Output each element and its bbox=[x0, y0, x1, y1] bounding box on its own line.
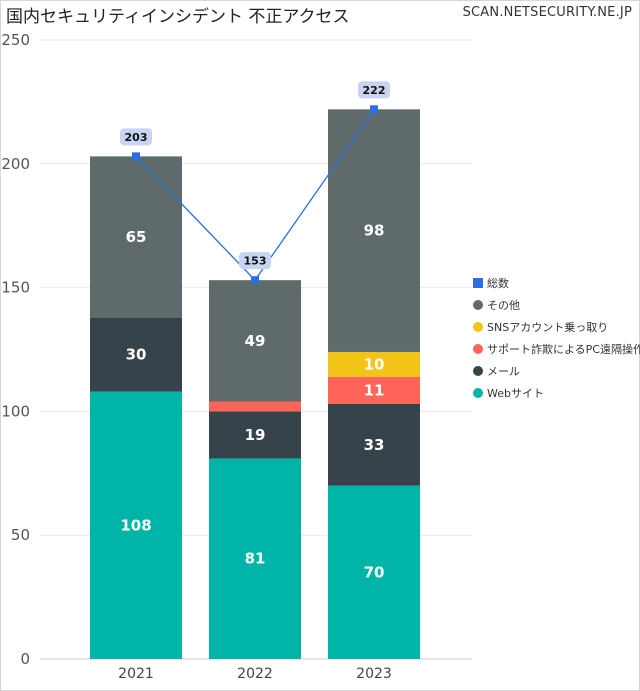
legend-item: Webサイト bbox=[487, 387, 544, 400]
total-label: 203 bbox=[125, 131, 148, 144]
legend-item: SNSアカウント乗っ取り bbox=[487, 321, 608, 334]
bar-segment bbox=[328, 109, 420, 352]
legend-marker bbox=[473, 344, 483, 354]
bar-segment bbox=[209, 401, 301, 412]
y-tick-label: 150 bbox=[1, 279, 30, 297]
data-label: 98 bbox=[364, 222, 385, 240]
bar-segment bbox=[328, 376, 420, 404]
legend-item: その他 bbox=[487, 299, 520, 312]
data-label: 33 bbox=[364, 436, 385, 454]
bar-segment bbox=[209, 280, 301, 402]
data-label: 19 bbox=[245, 426, 266, 444]
x-tick-label: 2023 bbox=[356, 666, 392, 682]
data-label: 49 bbox=[245, 332, 266, 350]
y-tick-label: 250 bbox=[1, 31, 30, 49]
bar-segment bbox=[209, 458, 301, 659]
bar-segment bbox=[90, 317, 182, 392]
legend-marker bbox=[473, 388, 483, 398]
data-label: 10 bbox=[364, 355, 385, 373]
data-label: 108 bbox=[120, 516, 151, 534]
legend-marker bbox=[473, 300, 483, 310]
legend-marker bbox=[473, 278, 483, 288]
bar-segment bbox=[209, 411, 301, 459]
legend-item: 総数 bbox=[487, 276, 509, 290]
data-label: 11 bbox=[364, 381, 385, 399]
y-tick-label: 200 bbox=[1, 155, 30, 173]
total-label: 153 bbox=[244, 255, 267, 268]
legend-item: メール bbox=[487, 365, 520, 378]
y-tick-label: 0 bbox=[20, 650, 30, 668]
x-tick-label: 2021 bbox=[118, 666, 154, 682]
y-tick-label: 50 bbox=[11, 526, 30, 544]
data-label: 65 bbox=[126, 228, 147, 246]
total-label-bg bbox=[120, 128, 152, 146]
bar-segment bbox=[90, 156, 182, 318]
total-label: 222 bbox=[363, 84, 386, 97]
data-label: 30 bbox=[126, 345, 147, 363]
total-point bbox=[370, 105, 378, 114]
legend-marker bbox=[473, 366, 483, 376]
bar-segment bbox=[328, 485, 420, 659]
y-tick-label: 100 bbox=[1, 402, 30, 420]
bar-segment bbox=[328, 403, 420, 486]
source-label: SCAN.NETSECURITY.NE.JP bbox=[462, 5, 632, 20]
total-label-bg bbox=[239, 252, 271, 270]
data-label: 81 bbox=[245, 550, 266, 568]
legend-item: サポート詐欺によるPC遠隔操作 bbox=[487, 342, 640, 356]
total-point bbox=[132, 152, 140, 161]
x-tick-label: 2022 bbox=[237, 666, 273, 682]
total-point bbox=[251, 276, 259, 285]
data-label: 70 bbox=[364, 563, 385, 581]
chart-title: 国内セキュリティインシデント 不正アクセス bbox=[6, 7, 350, 27]
bar-segment bbox=[90, 391, 182, 659]
total-label-bg bbox=[358, 81, 390, 99]
legend-marker bbox=[473, 322, 483, 332]
bar-segment bbox=[328, 351, 420, 377]
